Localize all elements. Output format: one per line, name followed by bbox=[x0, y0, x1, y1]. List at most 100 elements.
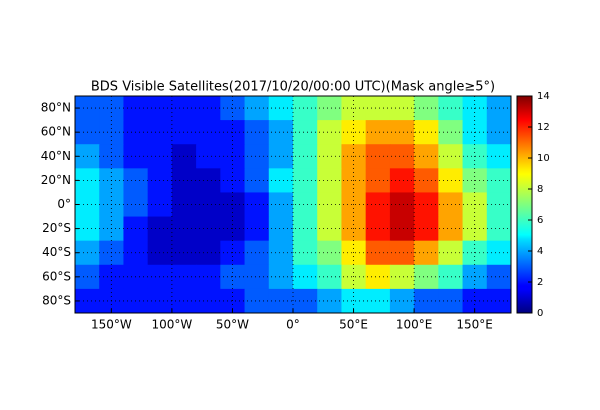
y-tick-label: 20°N bbox=[41, 173, 71, 187]
cell bbox=[317, 96, 342, 121]
cell bbox=[365, 120, 391, 145]
cell bbox=[171, 288, 197, 314]
cell bbox=[317, 144, 342, 169]
cell bbox=[438, 288, 464, 314]
x-tick-label: 0° bbox=[286, 318, 300, 332]
cell bbox=[196, 192, 221, 218]
cell bbox=[293, 240, 318, 266]
cell bbox=[171, 192, 197, 218]
cell bbox=[196, 288, 221, 314]
y-tick-label: 60°N bbox=[41, 125, 71, 139]
colorbar bbox=[516, 95, 533, 314]
colorbar-tick-label: 2 bbox=[537, 277, 543, 288]
cell bbox=[438, 240, 464, 266]
cell bbox=[317, 120, 342, 145]
cell bbox=[438, 264, 464, 290]
cell bbox=[244, 120, 270, 145]
cell bbox=[365, 168, 391, 193]
y-tick-label: 80°N bbox=[41, 101, 71, 115]
cell bbox=[389, 216, 415, 242]
cell bbox=[171, 168, 197, 193]
cell bbox=[414, 216, 439, 242]
cell bbox=[244, 216, 270, 242]
cell bbox=[438, 120, 464, 145]
x-tick-label: 100°W bbox=[151, 318, 192, 332]
colorbar-tick-label: 4 bbox=[537, 246, 543, 257]
cell bbox=[171, 216, 197, 242]
colorbar-tick-label: 12 bbox=[537, 122, 550, 133]
cell bbox=[414, 144, 439, 169]
cell bbox=[365, 192, 391, 218]
cell bbox=[268, 240, 294, 266]
heatmap bbox=[75, 96, 512, 314]
y-tick-label: 40°N bbox=[41, 149, 71, 163]
cell bbox=[365, 144, 391, 169]
cell bbox=[244, 288, 270, 314]
cell bbox=[317, 168, 342, 193]
cell bbox=[244, 168, 270, 193]
cell bbox=[196, 120, 221, 145]
plot-frame bbox=[74, 95, 512, 314]
cell bbox=[293, 192, 318, 218]
cell bbox=[196, 144, 221, 169]
cell bbox=[293, 168, 318, 193]
x-tick-label: 50°W bbox=[216, 318, 249, 332]
cell bbox=[196, 264, 221, 290]
cell bbox=[293, 288, 318, 314]
cell bbox=[389, 192, 415, 218]
cell bbox=[389, 144, 415, 169]
cell bbox=[438, 192, 464, 218]
cell bbox=[268, 144, 294, 169]
y-tick-label: 60°S bbox=[42, 269, 71, 283]
cell bbox=[171, 240, 197, 266]
cell bbox=[414, 120, 439, 145]
cell bbox=[196, 240, 221, 266]
cell bbox=[244, 264, 270, 290]
cell bbox=[414, 192, 439, 218]
cell bbox=[268, 168, 294, 193]
cell bbox=[268, 264, 294, 290]
cell bbox=[171, 96, 197, 121]
cell bbox=[268, 192, 294, 218]
cell bbox=[268, 288, 294, 314]
y-tick-label: 80°S bbox=[42, 293, 71, 307]
cell bbox=[244, 240, 270, 266]
cell bbox=[293, 96, 318, 121]
cell bbox=[171, 144, 197, 169]
cell bbox=[244, 192, 270, 218]
cell bbox=[438, 144, 464, 169]
chart-title: BDS Visible Satellites(2017/10/20/00:00 … bbox=[91, 80, 495, 95]
x-tick-label: 150°E bbox=[456, 318, 493, 332]
cell bbox=[244, 144, 270, 169]
y-tick-label: 0° bbox=[57, 197, 71, 211]
cell bbox=[317, 288, 342, 314]
colorbar-axis: 0 2 4 6 8 10 12 14 bbox=[528, 91, 550, 319]
cell bbox=[389, 168, 415, 193]
cell bbox=[414, 168, 439, 193]
cell bbox=[317, 264, 342, 290]
cell bbox=[196, 96, 221, 121]
colorbar-tick-label: 0 bbox=[537, 308, 543, 319]
cell bbox=[317, 216, 342, 242]
cell bbox=[317, 192, 342, 218]
y-tick-label: 20°S bbox=[42, 221, 71, 235]
cell bbox=[414, 240, 439, 266]
cell bbox=[389, 96, 415, 121]
cell bbox=[317, 240, 342, 266]
colorbar-tick-label: 10 bbox=[537, 153, 550, 164]
cell bbox=[244, 96, 270, 121]
cell bbox=[365, 288, 391, 314]
cell bbox=[414, 264, 439, 290]
x-tick-label: 50°E bbox=[339, 318, 368, 332]
cell bbox=[365, 264, 391, 290]
colorbar-tick-label: 14 bbox=[537, 91, 550, 102]
cell bbox=[365, 96, 391, 121]
cell bbox=[293, 264, 318, 290]
cell bbox=[438, 96, 464, 121]
cell bbox=[171, 264, 197, 290]
cell bbox=[293, 120, 318, 145]
cell bbox=[365, 216, 391, 242]
cell bbox=[196, 168, 221, 193]
cell bbox=[293, 216, 318, 242]
